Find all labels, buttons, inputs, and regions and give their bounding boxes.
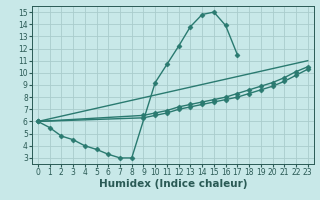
- X-axis label: Humidex (Indice chaleur): Humidex (Indice chaleur): [99, 179, 247, 189]
